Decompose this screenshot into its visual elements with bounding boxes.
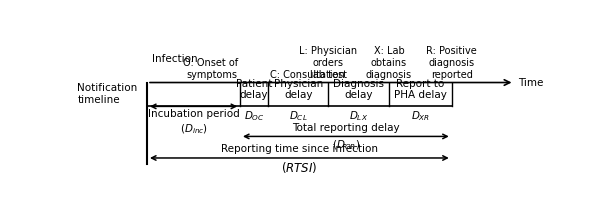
Text: C: Consultation: C: Consultation xyxy=(270,70,345,80)
Text: O: Onset of
symptoms: O: Onset of symptoms xyxy=(182,58,238,80)
Text: Reporting time since infection: Reporting time since infection xyxy=(221,144,378,154)
Text: Infection: Infection xyxy=(152,54,197,64)
Text: Physician
delay: Physician delay xyxy=(274,79,323,100)
Text: $(D_{OR})$: $(D_{OR})$ xyxy=(332,139,360,152)
Text: R: Positive
diagnosis
reported: R: Positive diagnosis reported xyxy=(426,46,477,80)
Text: $D_{CL}$: $D_{CL}$ xyxy=(289,109,308,123)
Text: $D_{XR}$: $D_{XR}$ xyxy=(411,109,430,123)
Text: Diagnosis
delay: Diagnosis delay xyxy=(333,79,384,100)
Text: $D_{LX}$: $D_{LX}$ xyxy=(349,109,368,123)
Text: Patient
delay: Patient delay xyxy=(236,79,272,100)
Text: Report to
PHA delay: Report to PHA delay xyxy=(394,79,447,100)
Text: Time: Time xyxy=(518,78,544,88)
Text: X: Lab
obtains
diagnosis: X: Lab obtains diagnosis xyxy=(366,46,412,80)
Text: $(RTSI)$: $(RTSI)$ xyxy=(281,160,317,175)
Text: Total reporting delay: Total reporting delay xyxy=(292,123,400,133)
Text: $D_{OC}$: $D_{OC}$ xyxy=(244,109,265,123)
Text: Notification
timeline: Notification timeline xyxy=(77,83,137,105)
Text: Incubation period
$(D_{inc})$: Incubation period $(D_{inc})$ xyxy=(148,109,239,136)
Text: L: Physician
orders
lab test: L: Physician orders lab test xyxy=(299,46,358,80)
